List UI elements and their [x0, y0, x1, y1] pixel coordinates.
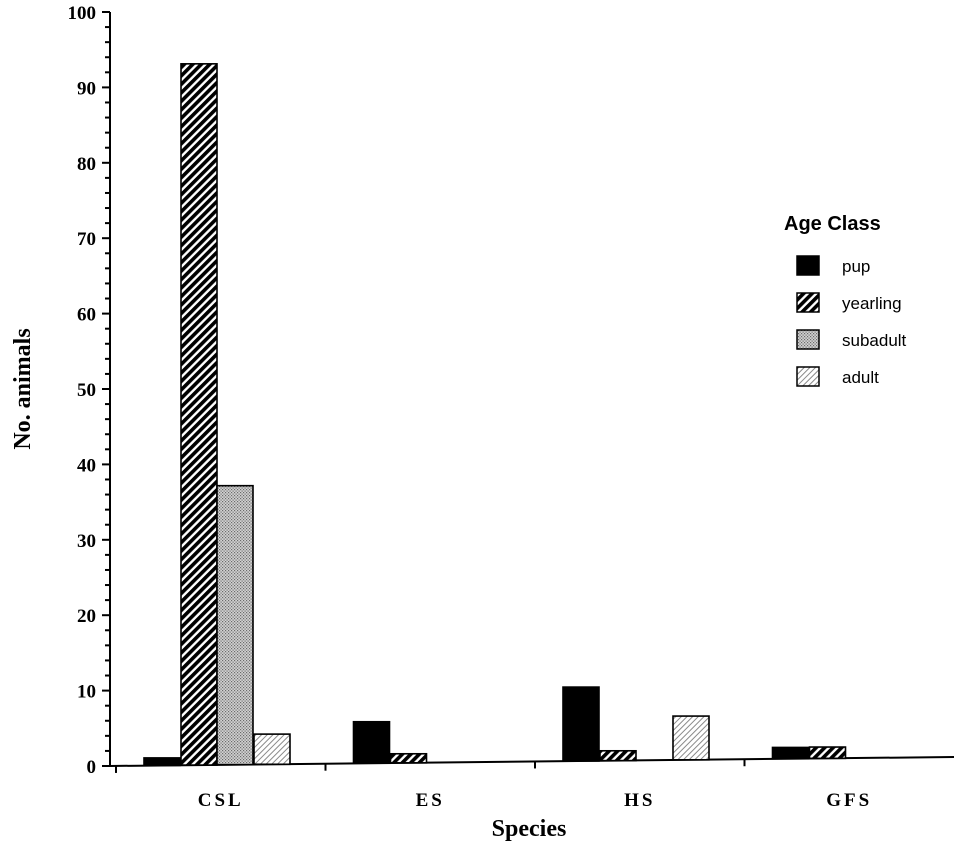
y-ticks: 0 10 20 30 40 50 60 70 80 90 100	[68, 3, 110, 778]
y-axis-title: No. animals	[10, 328, 36, 449]
bar-yearling-gfs	[808, 746, 847, 760]
y-tick-label: 40	[77, 455, 96, 476]
y-tick-label: 10	[77, 682, 96, 703]
legend-swatch-adult	[796, 366, 820, 387]
legend-label-yearling: yearling	[842, 294, 902, 313]
bar-adult-hs	[672, 715, 710, 761]
bar-yearling-csl	[180, 63, 218, 766]
x-category-label: CSL	[198, 790, 244, 811]
y-tick-label: 100	[68, 3, 97, 24]
y-tick-label: 90	[77, 78, 96, 99]
legend-swatch-subadult	[796, 329, 820, 350]
legend-label-pup: pup	[842, 257, 870, 276]
legend-items: pup yearling subadult adult	[796, 255, 907, 387]
y-tick-label: 60	[77, 305, 96, 326]
y-tick-label: 80	[77, 154, 96, 175]
legend-label-subadult: subadult	[842, 331, 907, 350]
bar-pup-gfs	[771, 746, 810, 760]
bars	[143, 63, 847, 767]
x-category-label: HS	[624, 790, 655, 811]
y-tick-label: 70	[77, 229, 96, 250]
y-tick-label: 30	[77, 531, 96, 552]
legend-swatch-yearling	[796, 292, 820, 313]
bar-yearling-hs	[599, 749, 637, 762]
x-axis-title: Species	[492, 816, 567, 842]
bar-pup-es	[352, 720, 391, 765]
y-tick-label: 0	[87, 757, 97, 778]
x-category-label: GFS	[826, 790, 872, 811]
legend-label-adult: adult	[842, 368, 879, 387]
legend-swatch-pup	[796, 255, 820, 276]
y-tick-label: 20	[77, 606, 96, 627]
bar-subadult-csl	[216, 484, 254, 766]
y-axis: 0 10 20 30 40 50 60 70 80 90 100	[68, 3, 111, 778]
bar-yearling-es	[389, 752, 428, 764]
bar-pup-hs	[562, 686, 600, 762]
legend: Age Class pup yearling subadult adult	[784, 213, 907, 387]
bar-pup-csl	[143, 757, 181, 767]
x-category-label: ES	[416, 790, 445, 811]
bar-adult-csl	[253, 733, 291, 766]
y-tick-label: 50	[77, 380, 96, 401]
legend-title: Age Class	[784, 213, 881, 235]
x-ticks: CSL ES HS GFS	[115, 759, 872, 811]
